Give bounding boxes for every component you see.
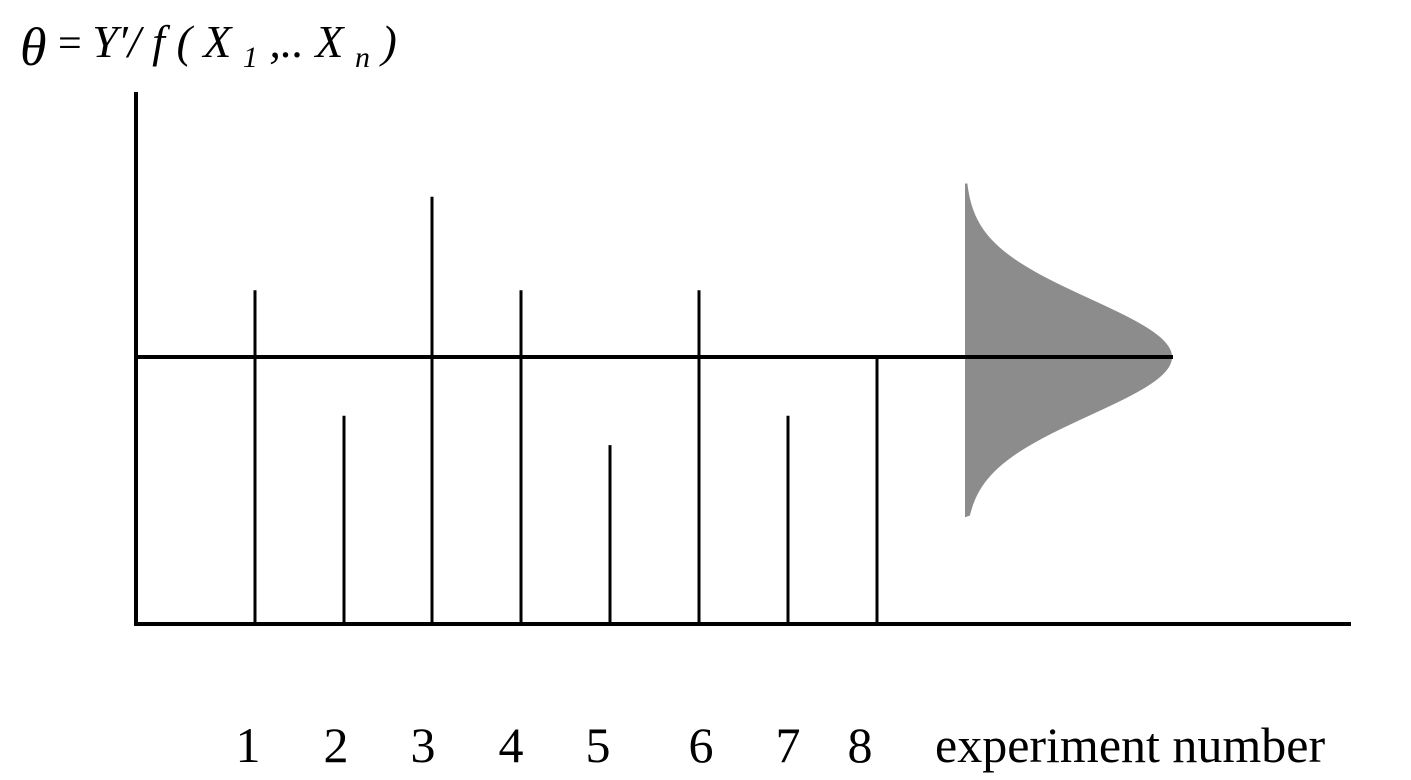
y-axis-label: θ = Y′/ f ( X 1 ,.. X n )	[20, 16, 397, 77]
tick-label-2: 2	[324, 717, 349, 773]
y-label-open: (	[176, 16, 194, 67]
y-label-xn: X	[313, 16, 345, 67]
y-label-close: )	[378, 16, 396, 67]
y-label-theta: θ	[20, 17, 47, 77]
tick-label-1: 1	[236, 717, 261, 773]
x-axis-label: experiment number	[935, 717, 1325, 773]
tick-label-3: 3	[411, 717, 436, 773]
y-label-dots: ,..	[269, 16, 304, 67]
y-label-xn-sub: n	[355, 41, 370, 74]
y-label-x1-sub: 1	[243, 41, 258, 74]
y-label-func: f	[152, 16, 171, 67]
tick-label-7: 7	[776, 717, 801, 773]
y-label-x1: X	[201, 16, 233, 67]
tick-label-8: 8	[848, 717, 873, 773]
y-label-equals: =	[58, 21, 92, 67]
bars-group	[253, 196, 879, 624]
tick-label-6: 6	[689, 717, 714, 773]
distribution-curve	[965, 183, 1172, 518]
tick-label-5: 5	[586, 717, 611, 773]
y-label-numerator: Y′/	[92, 16, 152, 67]
tick-label-4: 4	[499, 717, 524, 773]
